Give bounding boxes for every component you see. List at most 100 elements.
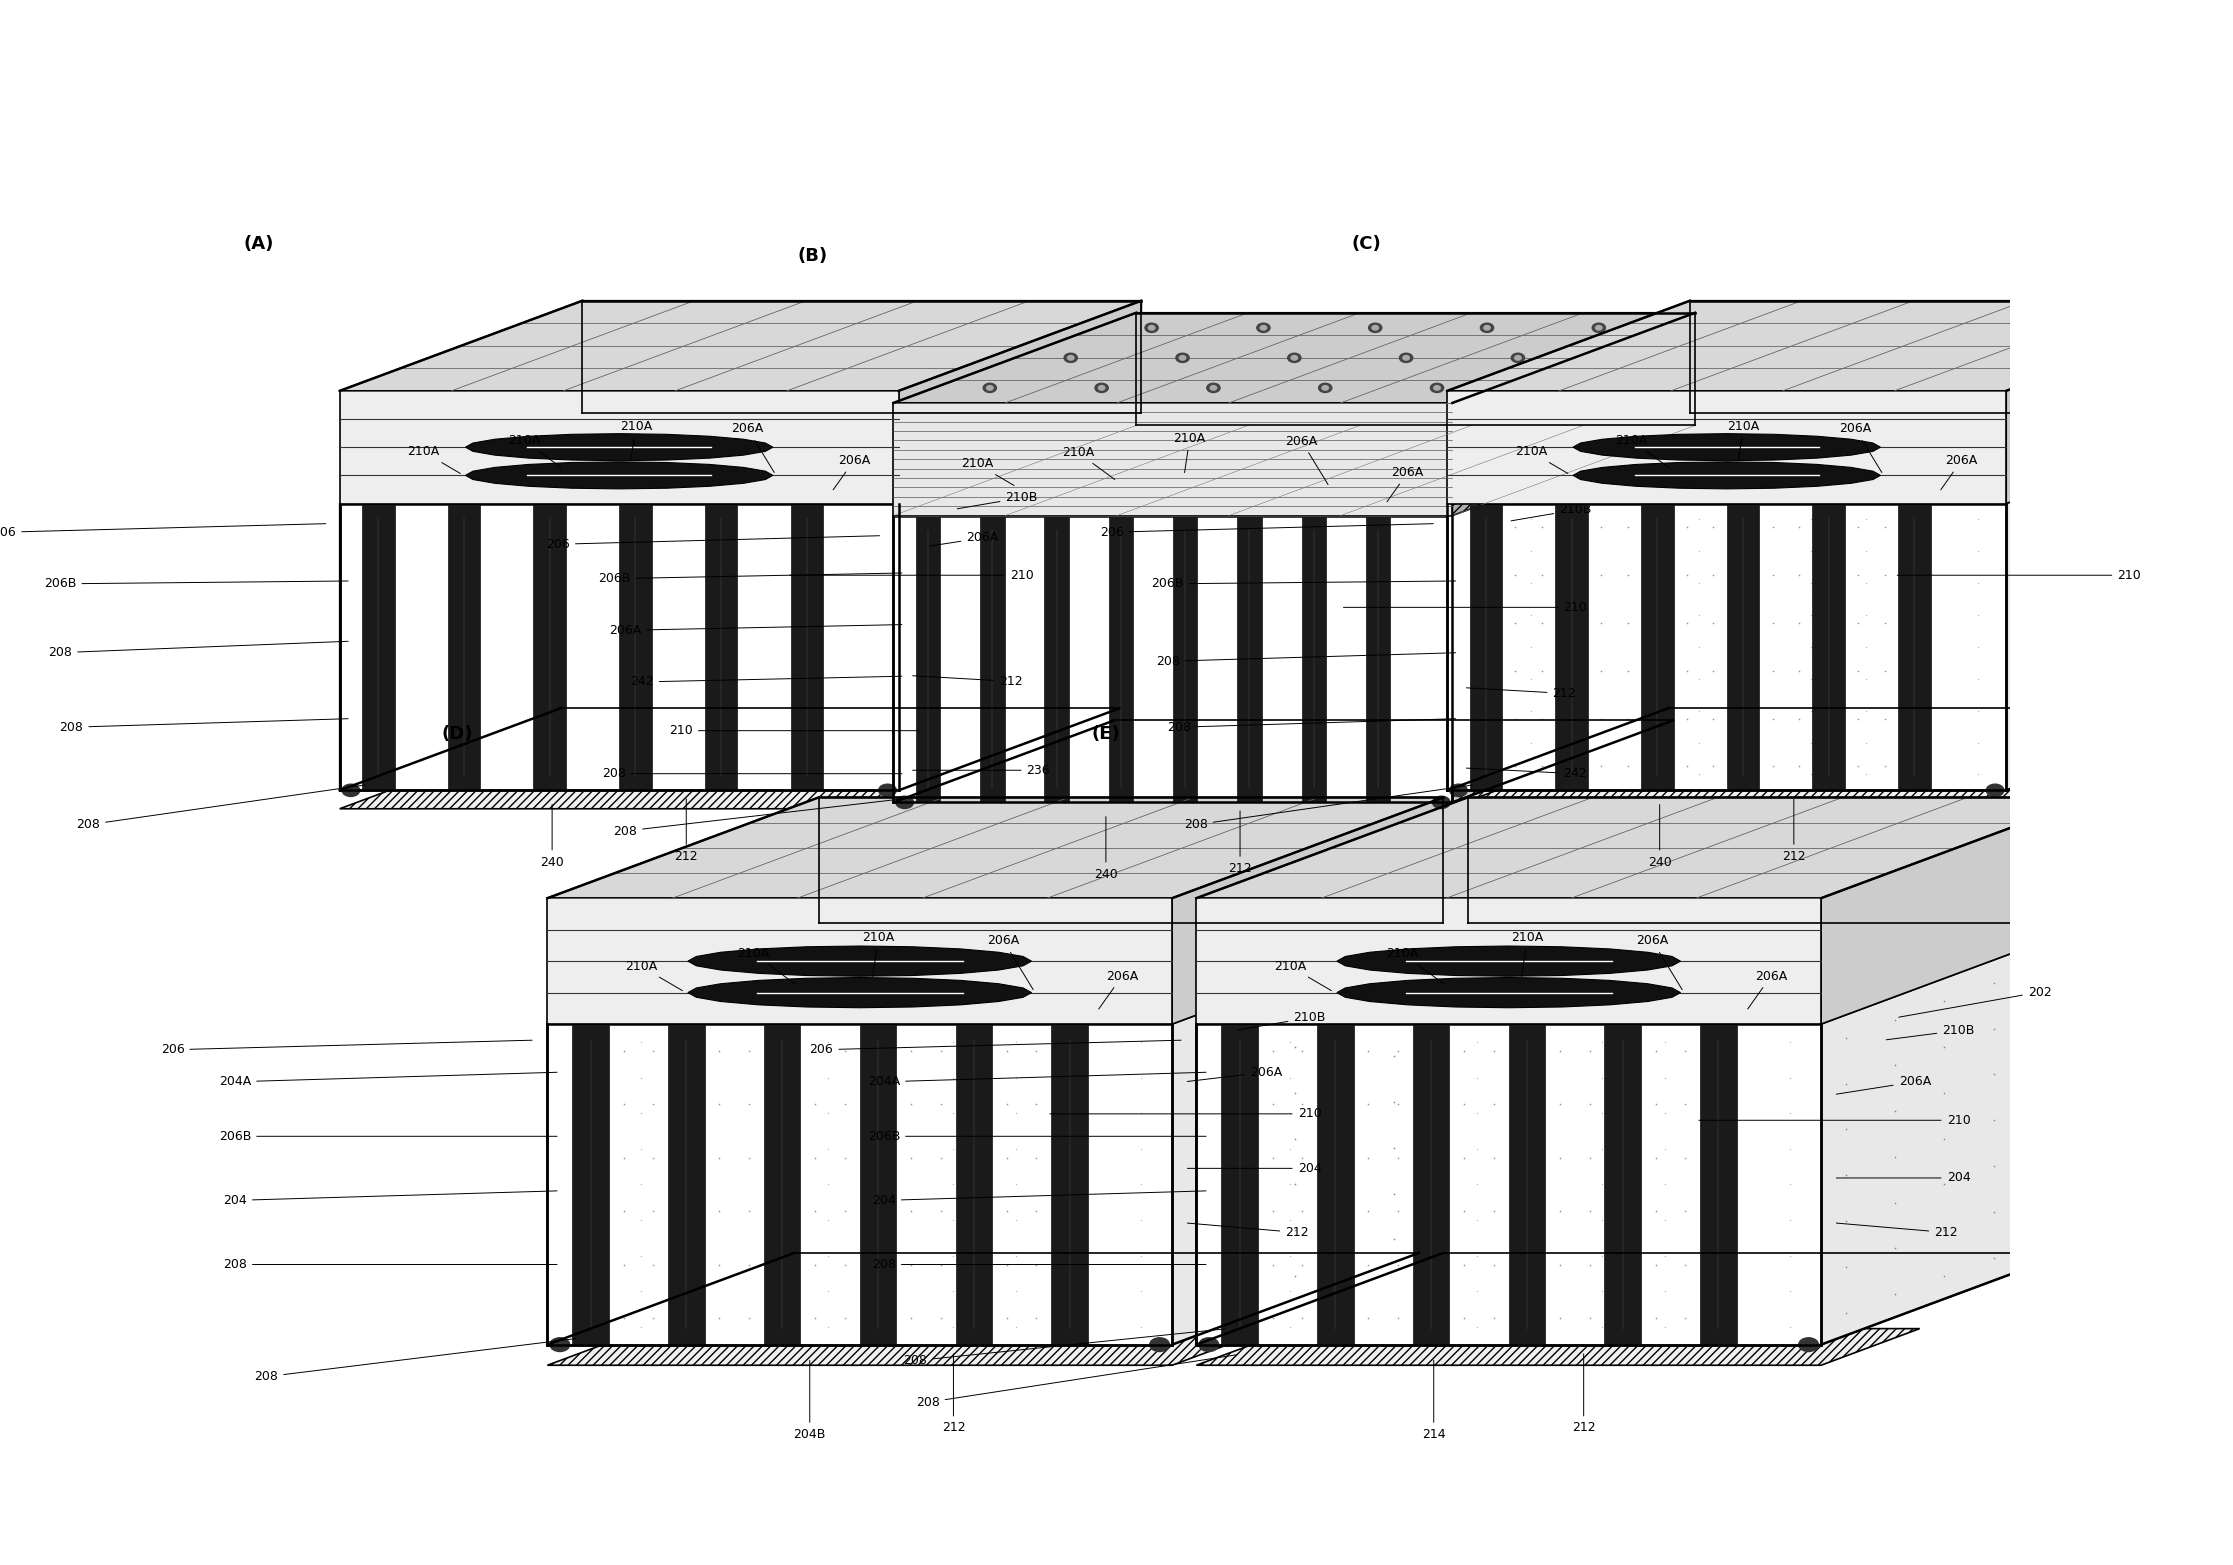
Text: 206A: 206A bbox=[1940, 454, 1978, 490]
Circle shape bbox=[1320, 383, 1331, 393]
Circle shape bbox=[1257, 324, 1271, 332]
Bar bbox=[1221, 1025, 1257, 1343]
Text: 210B: 210B bbox=[1887, 1024, 1974, 1039]
Bar bbox=[1302, 516, 1326, 801]
Circle shape bbox=[878, 784, 895, 797]
Text: 210A: 210A bbox=[1728, 419, 1760, 460]
Text: 210B: 210B bbox=[1512, 504, 1592, 521]
Bar bbox=[1556, 504, 1588, 789]
Text: 210A: 210A bbox=[621, 419, 652, 460]
Circle shape bbox=[1150, 1338, 1170, 1352]
Text: 206A: 206A bbox=[833, 454, 871, 490]
Text: 208: 208 bbox=[60, 718, 348, 734]
Text: 206: 206 bbox=[547, 535, 880, 551]
Text: 206B: 206B bbox=[598, 573, 902, 585]
Text: 206B: 206B bbox=[869, 1130, 1206, 1142]
Polygon shape bbox=[339, 421, 560, 790]
Circle shape bbox=[1483, 326, 1489, 330]
Bar bbox=[790, 504, 824, 789]
Circle shape bbox=[987, 385, 994, 390]
Text: (D): (D) bbox=[442, 726, 473, 743]
Text: 208: 208 bbox=[49, 642, 348, 659]
Text: 208: 208 bbox=[223, 1258, 556, 1271]
Bar bbox=[764, 1025, 799, 1343]
Polygon shape bbox=[1447, 391, 2005, 504]
Text: 208: 208 bbox=[1157, 653, 1456, 668]
Text: 210A: 210A bbox=[406, 446, 460, 474]
Bar bbox=[449, 504, 480, 789]
Bar bbox=[619, 504, 652, 789]
Polygon shape bbox=[547, 898, 1172, 1024]
Circle shape bbox=[1179, 355, 1186, 360]
Circle shape bbox=[1177, 354, 1190, 363]
Polygon shape bbox=[1447, 776, 2095, 809]
Text: 210A: 210A bbox=[1063, 446, 1114, 479]
Polygon shape bbox=[464, 462, 773, 488]
Bar bbox=[1726, 504, 1760, 789]
Text: 208: 208 bbox=[904, 1329, 1224, 1368]
Polygon shape bbox=[2005, 300, 2233, 504]
Polygon shape bbox=[339, 504, 898, 790]
Text: 210A: 210A bbox=[960, 457, 1014, 485]
Text: 212: 212 bbox=[1782, 798, 1806, 862]
Polygon shape bbox=[547, 1329, 1271, 1365]
Text: 210A: 210A bbox=[737, 947, 795, 984]
Polygon shape bbox=[547, 798, 1443, 898]
Text: 206A: 206A bbox=[1637, 934, 1681, 989]
Text: 206A: 206A bbox=[1286, 435, 1329, 485]
Text: 214: 214 bbox=[1422, 1360, 1445, 1441]
Text: 240: 240 bbox=[1648, 804, 1673, 869]
Circle shape bbox=[1210, 385, 1217, 390]
Polygon shape bbox=[1197, 933, 1443, 1344]
Text: 206: 206 bbox=[811, 1041, 1181, 1056]
Bar bbox=[916, 516, 940, 801]
Text: 210A: 210A bbox=[1514, 446, 1568, 474]
Bar bbox=[1898, 504, 1932, 789]
Text: 242: 242 bbox=[630, 676, 902, 689]
Bar bbox=[1317, 1025, 1353, 1343]
Bar bbox=[1510, 1025, 1545, 1343]
Circle shape bbox=[1099, 385, 1105, 390]
Text: 210A: 210A bbox=[1273, 959, 1331, 991]
Bar bbox=[1641, 504, 1673, 789]
Text: 206B: 206B bbox=[1152, 577, 1456, 590]
Text: 210A: 210A bbox=[1387, 947, 1445, 984]
Circle shape bbox=[1067, 355, 1074, 360]
Circle shape bbox=[1259, 326, 1266, 330]
Bar bbox=[1172, 516, 1197, 801]
Text: 210A: 210A bbox=[862, 931, 895, 977]
Circle shape bbox=[983, 383, 996, 393]
Bar bbox=[860, 1025, 895, 1343]
Text: 210: 210 bbox=[1344, 601, 1588, 613]
Bar bbox=[1237, 516, 1262, 801]
Text: 208: 208 bbox=[873, 1258, 1206, 1271]
Bar bbox=[1045, 516, 1070, 801]
Circle shape bbox=[1148, 326, 1154, 330]
Text: 212: 212 bbox=[913, 675, 1023, 689]
Polygon shape bbox=[547, 933, 795, 1344]
Text: 210A: 210A bbox=[1175, 432, 1206, 473]
Bar bbox=[1606, 1025, 1641, 1343]
Text: 206B: 206B bbox=[45, 577, 348, 590]
Text: 206A: 206A bbox=[1840, 423, 1882, 473]
Text: 242: 242 bbox=[1467, 767, 1588, 781]
Circle shape bbox=[1369, 324, 1382, 332]
Text: 210: 210 bbox=[670, 725, 918, 737]
Circle shape bbox=[1480, 324, 1494, 332]
Text: 206: 206 bbox=[0, 524, 326, 538]
Circle shape bbox=[895, 797, 913, 809]
Circle shape bbox=[1434, 385, 1440, 390]
Text: 240: 240 bbox=[1094, 817, 1119, 881]
Text: 206A: 206A bbox=[1748, 970, 1786, 1009]
Text: (E): (E) bbox=[1092, 726, 1121, 743]
Text: 208: 208 bbox=[76, 786, 364, 831]
Polygon shape bbox=[893, 515, 1451, 803]
Text: (C): (C) bbox=[1351, 235, 1382, 254]
Text: 206A: 206A bbox=[1387, 466, 1425, 502]
Text: 206A: 206A bbox=[987, 934, 1034, 989]
Text: 206: 206 bbox=[1101, 524, 1434, 538]
Polygon shape bbox=[688, 978, 1032, 1008]
Circle shape bbox=[1146, 324, 1159, 332]
Text: 204A: 204A bbox=[869, 1072, 1206, 1088]
Bar bbox=[1469, 504, 1503, 789]
